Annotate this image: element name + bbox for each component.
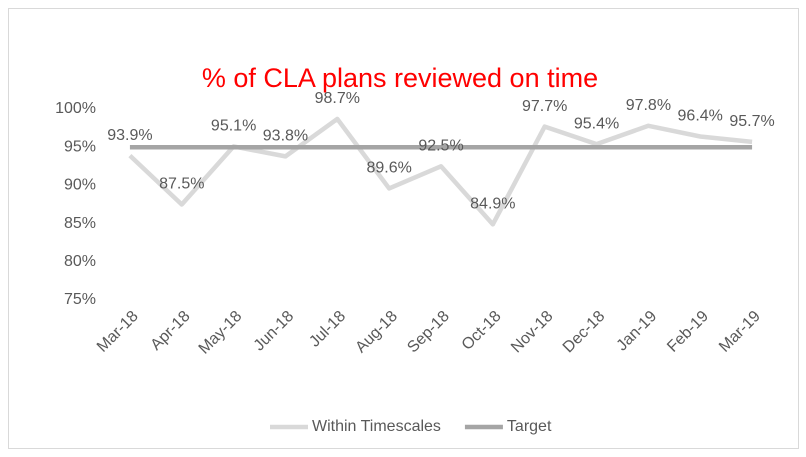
data-label: 97.8% — [626, 97, 671, 114]
y-tick-label: 100% — [55, 100, 96, 117]
data-label: 92.5% — [418, 138, 463, 155]
data-label: 87.5% — [159, 176, 204, 193]
data-label: 96.4% — [678, 108, 723, 125]
data-label: 84.9% — [470, 196, 515, 213]
data-label: 95.1% — [211, 118, 256, 135]
y-tick-label: 90% — [64, 177, 96, 194]
data-label: 95.7% — [729, 113, 774, 130]
y-tick-label: 85% — [64, 215, 96, 232]
data-label: 98.7% — [315, 90, 360, 107]
legend-label: Within Timescales — [312, 418, 441, 435]
data-label: 95.4% — [574, 115, 619, 132]
data-label: 89.6% — [366, 160, 411, 177]
data-label: 93.9% — [107, 127, 152, 144]
y-tick-label: 95% — [64, 138, 96, 155]
chart-title: % of CLA plans reviewed on time — [202, 63, 598, 93]
data-label: 93.8% — [263, 128, 308, 145]
data-label: 97.7% — [522, 98, 567, 115]
legend-label: Target — [507, 418, 552, 435]
y-tick-label: 80% — [64, 253, 96, 270]
y-tick-label: 75% — [64, 291, 96, 308]
chart-border — [8, 8, 799, 449]
